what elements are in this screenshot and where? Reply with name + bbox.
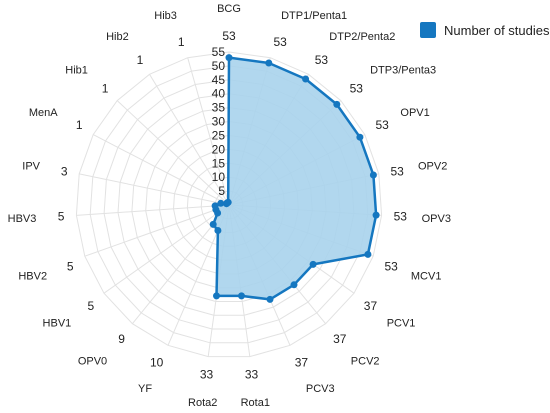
category-label: HBV1 [43,317,72,329]
grid-spoke [92,134,230,206]
value-label: 53 [350,81,364,95]
data-point [209,220,217,228]
tick-label: 10 [212,170,226,184]
value-label: 37 [295,355,309,369]
data-point [372,211,380,219]
value-label: 53 [274,35,288,49]
value-label: 9 [118,332,125,346]
category-label: DTP3/Penta3 [370,64,436,76]
category-label: MCV1 [411,271,442,283]
value-label: 5 [88,299,95,313]
value-label: 53 [315,53,329,67]
value-label: 53 [222,29,236,43]
data-point [333,100,341,108]
category-label: PCV3 [306,383,335,395]
category-label: PCV1 [387,317,416,329]
tick-label: 35 [212,101,226,115]
tick-label: 20 [212,142,226,156]
category-label: BCG [217,3,241,15]
legend-label: Number of studies [444,22,550,38]
tick-label: 40 [212,87,226,101]
grid-spoke [84,204,230,257]
tick-label: 55 [212,45,226,59]
category-label: OPV3 [422,213,451,225]
category-label: OPV1 [400,107,429,119]
category-label: OPV2 [418,161,447,173]
category-label: HBV3 [8,213,37,225]
value-label: 1 [178,35,185,49]
category-label: IPV [22,161,40,173]
grid-spoke [103,204,230,294]
value-label: 1 [137,53,144,67]
data-point [356,133,364,141]
data-point [224,198,232,206]
data-point [214,227,222,234]
tick-label: 15 [212,156,226,170]
grid-spoke [149,74,230,206]
grid-spoke [79,173,230,206]
tick-label: 45 [212,73,226,87]
value-label: 37 [364,299,378,313]
grid-spoke [116,100,230,206]
value-label: 37 [333,332,347,346]
data-point [364,250,372,258]
value-label: 5 [67,259,74,273]
value-label: 53 [394,209,408,223]
category-label: DTP2/Penta2 [329,31,395,43]
category-labels: BCG DTP1/Penta1 DTP2/Penta2 DTP3/Penta3 OPV1… [8,3,451,409]
tick-label: 5 [218,184,225,198]
value-label: 10 [150,355,164,369]
value-label: 5 [58,209,65,223]
tick-label: 25 [212,128,226,142]
category-label: OPV0 [78,356,107,368]
data-point [302,75,310,83]
category-label: Rota1 [241,397,270,409]
value-label: 53 [391,164,405,178]
data-point [238,292,245,300]
data-point [211,202,219,210]
data-point [265,59,273,67]
value-label: 33 [200,368,214,382]
category-label: Rota2 [188,397,217,409]
grid-spoke [187,57,230,206]
category-label: MenA [29,107,58,119]
value-label: 53 [385,259,399,273]
grid-spoke [76,204,230,216]
data-point [290,281,298,289]
category-label: PCV2 [351,356,380,368]
data-point [266,295,274,303]
tick-label: 30 [212,115,226,129]
grid-ring [75,51,383,358]
category-label: HBV2 [18,271,47,283]
legend-swatch [420,22,436,38]
category-label: Hib3 [154,10,177,22]
series-points [209,54,380,303]
value-label: 1 [102,81,109,95]
value-label: 33 [245,368,259,382]
value-label: 53 [376,118,390,132]
value-label: 3 [61,164,68,178]
data-point [217,199,225,207]
data-point [225,54,233,62]
category-label: YF [138,383,152,395]
category-label: DTP1/Penta1 [281,10,347,22]
data-point [213,292,220,300]
category-label: Hib2 [106,31,129,43]
value-label: 1 [76,118,83,132]
data-point [369,171,377,179]
tick-label: 50 [212,59,226,73]
data-point [309,260,317,268]
legend: Number of studies [420,22,550,38]
category-label: Hib1 [65,64,88,76]
